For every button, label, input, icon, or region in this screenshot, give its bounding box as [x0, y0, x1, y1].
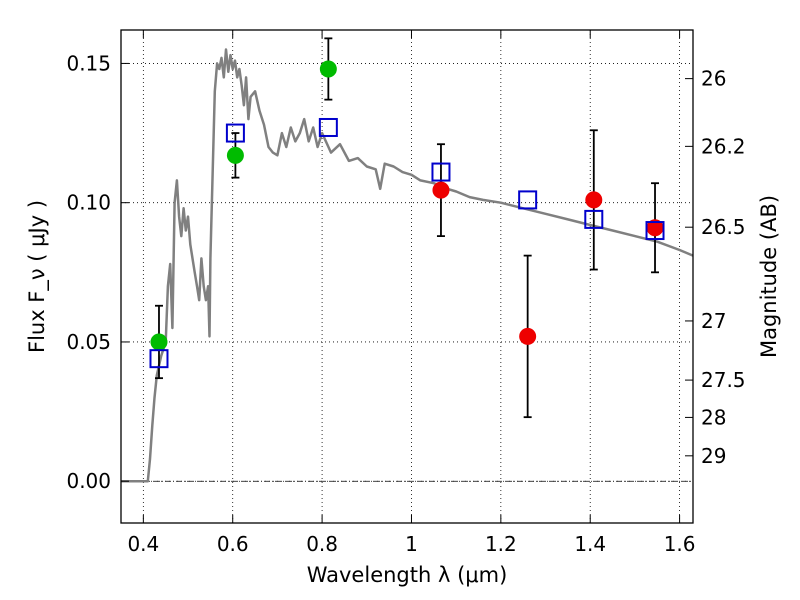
mag-tick-label: 26: [701, 67, 726, 91]
mag-tick-label: 26.2: [701, 134, 746, 158]
mag-tick-label: 26.5: [701, 215, 746, 239]
x-tick-label: 1.2: [485, 532, 517, 556]
model-point: [518, 190, 538, 210]
model-point: [318, 117, 338, 137]
y-tick-label: 0.10: [66, 191, 111, 215]
green-data-point: [226, 146, 244, 164]
red-data-point: [519, 327, 537, 345]
axis-ticks: [121, 30, 693, 523]
y-tick-label: 0.05: [66, 330, 111, 354]
mag-tick-label: 27.5: [701, 368, 746, 392]
red-data-point: [432, 181, 450, 199]
red-data-point: [585, 191, 603, 209]
plot-frame: [120, 29, 694, 524]
sed-curve: [121, 48, 694, 483]
green-data-point: [150, 333, 168, 351]
x-tick-label: 0.4: [127, 532, 159, 556]
model-point: [645, 221, 665, 241]
model-point: [431, 162, 451, 182]
x-tick-label: 1: [405, 532, 418, 556]
x-axis-label: Wavelength λ (μm): [307, 563, 508, 587]
error-bars: [154, 37, 660, 419]
x-tick-label: 0.6: [217, 532, 249, 556]
mag-tick-label: 29: [701, 444, 726, 468]
model-point: [149, 349, 169, 369]
data-markers: [149, 60, 665, 369]
tick-labels: 0.4 0.6 0.8 1 1.2 1.4 1.6 0.00 0.05 0.10 0.15 26 26.…: [66, 51, 745, 556]
green-data-point: [319, 60, 337, 78]
x-tick-label: 1.4: [574, 532, 606, 556]
y-tick-label: 0.00: [66, 469, 111, 493]
mag-tick-label: 27: [701, 309, 726, 333]
mag-tick-label: 28: [701, 405, 726, 429]
grid-lines: [121, 30, 693, 523]
model-point: [225, 123, 245, 143]
x-tick-label: 0.8: [306, 532, 338, 556]
x-tick-label: 1.6: [664, 532, 696, 556]
y-tick-label: 0.15: [66, 51, 111, 75]
model-point: [584, 209, 604, 229]
sed-curve-path: [121, 48, 694, 483]
y-axis-label: Flux F_ν ( μJy ): [25, 200, 50, 353]
y2-axis-label: Magnitude (AB): [757, 195, 781, 358]
